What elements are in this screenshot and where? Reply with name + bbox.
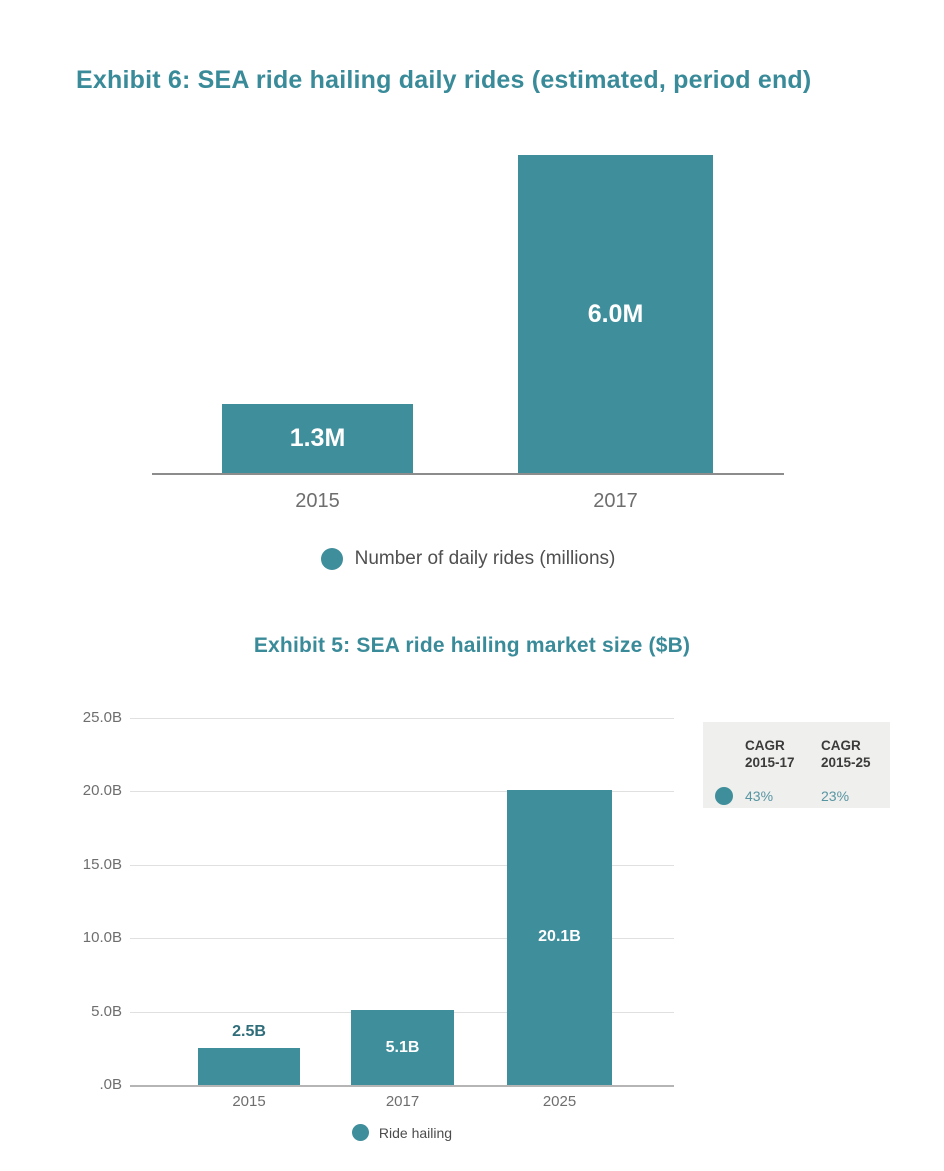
cagr-header-2015-17: CAGR 2015-17 — [745, 737, 795, 770]
cagr-annotation-table: CAGR 2015-17 CAGR 2015-25 43% 23% — [703, 722, 890, 808]
bar-value-label-2015: 1.3M — [289, 424, 346, 453]
gridline-10b — [130, 938, 674, 939]
bar-2015-market-size: 2.5B — [198, 1023, 300, 1085]
exhibit-6-plot-area: 1.3M 6.0M — [152, 155, 784, 475]
gridline-25b — [130, 718, 674, 719]
y-tick-15b: 15.0B — [82, 856, 122, 873]
exhibit-5-title: Exhibit 5: SEA ride hailing market size … — [253, 634, 691, 657]
y-tick-25b: 25.0B — [82, 709, 122, 726]
x-tick-2025-market: 2025 — [542, 1093, 577, 1110]
bar-value-label-2017-market: 5.1B — [385, 1038, 420, 1056]
legend-marker-icon — [351, 1124, 369, 1141]
y-tick-10b: 10.0B — [82, 929, 122, 946]
bar-value-label-2017: 6.0M — [587, 299, 644, 328]
exhibit-5-legend: Ride hailing — [130, 1124, 674, 1141]
legend-marker-icon — [320, 548, 343, 570]
cagr-header-2015-25: CAGR 2015-25 — [821, 737, 871, 770]
gridline-20b — [130, 791, 674, 792]
bar-value-label-2015-market: 2.5B — [232, 1023, 266, 1041]
y-tick-5b: 5.0B — [91, 1003, 122, 1020]
cagr-value-2015-17: 43% — [745, 787, 774, 804]
legend-label-daily-rides: Number of daily rides (millions) — [354, 548, 616, 569]
x-tick-2017-market: 2017 — [385, 1093, 420, 1110]
y-tick-20b: 20.0B — [82, 782, 122, 799]
exhibit-6-title: Exhibit 6: SEA ride hailing daily rides … — [76, 66, 812, 94]
exhibit-5-plot-area: 2.5B 5.1B 20.1B — [130, 718, 674, 1087]
cagr-series-marker-cell — [703, 786, 745, 805]
cagr-value-2015-25: 23% — [821, 787, 850, 804]
x-tick-2015: 2015 — [295, 490, 340, 512]
y-tick-0b: .0B — [99, 1076, 122, 1093]
bar-2017-daily-rides: 6.0M — [518, 155, 713, 473]
legend-label-ride-hailing: Ride hailing — [378, 1124, 453, 1141]
x-tick-2015-market: 2015 — [232, 1093, 266, 1110]
bar-2025-market-size: 20.1B — [507, 789, 612, 1085]
gridline-15b — [130, 865, 674, 866]
bar-2017-market-size: 5.1B — [351, 1010, 454, 1085]
series-marker-icon — [715, 786, 733, 805]
exhibit-6-legend: Number of daily rides (millions) — [152, 548, 784, 570]
x-tick-2017: 2017 — [593, 490, 638, 512]
bar-value-label-2025-market: 20.1B — [538, 928, 581, 946]
bar-2015-daily-rides: 1.3M — [222, 404, 413, 473]
